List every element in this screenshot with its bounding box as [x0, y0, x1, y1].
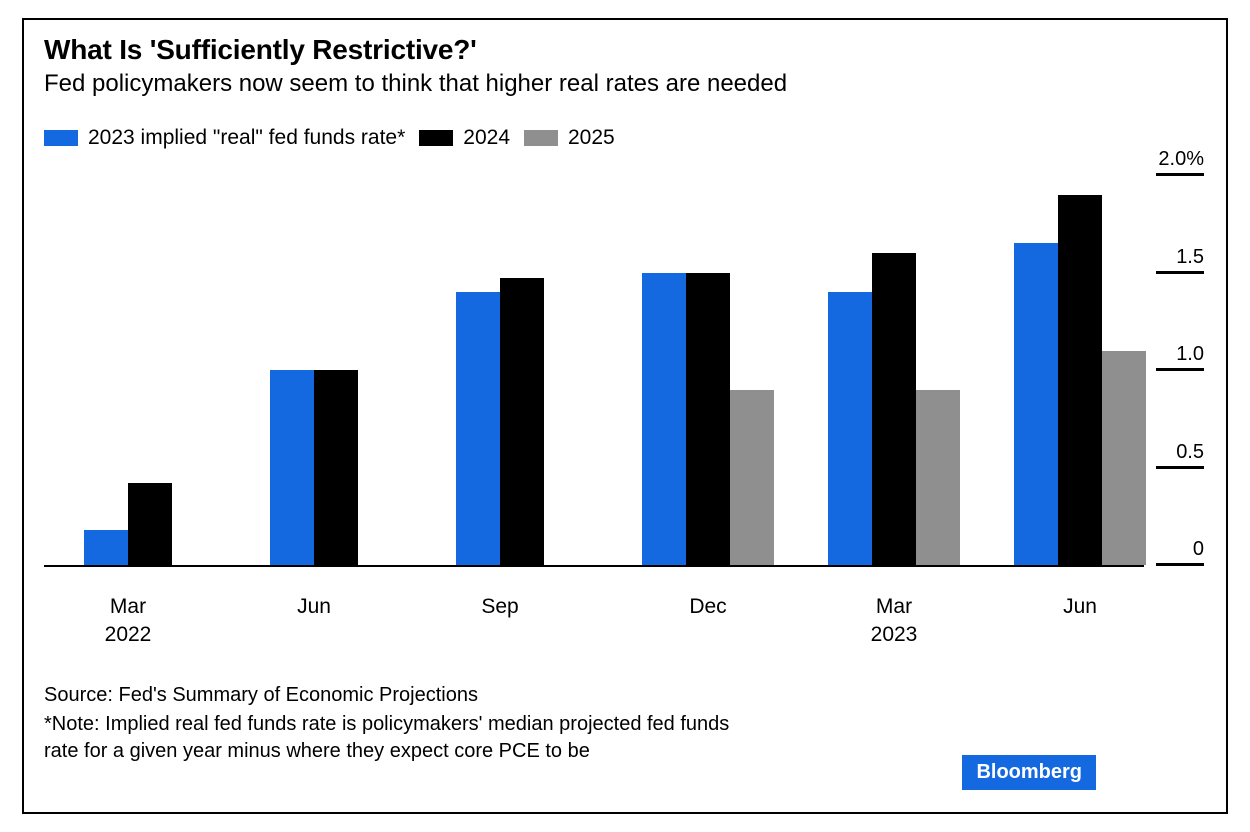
legend-swatch-2024	[419, 130, 453, 146]
bar-2023	[642, 273, 686, 566]
legend-label-2025: 2025	[568, 126, 615, 150]
bar-2024	[500, 278, 544, 565]
x-axis-label-month: Jun	[297, 593, 331, 621]
bar-2023	[1014, 243, 1058, 565]
y-tick: 0	[1156, 539, 1204, 566]
x-axis-label-month: Sep	[481, 593, 518, 621]
y-tick-label: 1.0	[1176, 344, 1204, 364]
bar-2024	[128, 483, 172, 565]
bar-2025	[1102, 351, 1146, 566]
x-axis-label: Mar2022	[105, 593, 152, 650]
chart-subtitle: Fed policymakers now seem to think that …	[44, 70, 787, 98]
x-axis-label-year: 2023	[871, 621, 918, 649]
x-axis-label: Mar2023	[871, 593, 918, 650]
bar-2023	[270, 370, 314, 565]
legend: 2023 implied "real" fed funds rate* 2024…	[44, 126, 615, 150]
x-axis-label-month: Mar	[871, 593, 918, 621]
bar-2024	[872, 253, 916, 565]
legend-swatch-2023	[44, 130, 78, 146]
bar-2023	[456, 292, 500, 565]
note-line: *Note: Implied real fed funds rate is po…	[44, 711, 744, 765]
legend-item-2025: 2025	[524, 126, 615, 150]
y-tick: 2.0%	[1156, 149, 1204, 176]
y-tick-label: 0.5	[1176, 442, 1204, 462]
x-axis-baseline	[44, 565, 1144, 567]
footer: Source: Fed's Summary of Economic Projec…	[44, 682, 744, 765]
legend-swatch-2025	[524, 130, 558, 146]
legend-label-2023: 2023 implied "real" fed funds rate*	[88, 126, 405, 150]
y-tick-mark	[1156, 563, 1204, 566]
x-axis-label-month: Mar	[105, 593, 152, 621]
y-tick-label: 2.0%	[1158, 149, 1204, 169]
y-tick-label: 1.5	[1176, 247, 1204, 267]
chart-frame: What Is 'Sufficiently Restrictive?' Fed …	[22, 18, 1228, 814]
legend-item-2024: 2024	[419, 126, 510, 150]
bar-2024	[314, 370, 358, 565]
x-axis-label: Dec	[689, 593, 726, 621]
legend-label-2024: 2024	[463, 126, 510, 150]
bar-2023	[84, 530, 128, 565]
bar-2025	[730, 390, 774, 566]
x-axis-label: Sep	[481, 593, 518, 621]
x-axis-label: Jun	[1063, 593, 1097, 621]
y-tick-mark	[1156, 368, 1204, 371]
x-axis-label: Jun	[297, 593, 331, 621]
y-tick-mark	[1156, 271, 1204, 274]
bar-2023	[828, 292, 872, 565]
y-tick-label: 0	[1193, 539, 1204, 559]
y-tick: 0.5	[1156, 442, 1204, 469]
x-axis-label-month: Jun	[1063, 593, 1097, 621]
y-axis: 2.0%1.51.00.50	[1144, 175, 1204, 565]
legend-item-2023: 2023 implied "real" fed funds rate*	[44, 126, 405, 150]
y-tick-mark	[1156, 173, 1204, 176]
bar-2024	[686, 273, 730, 566]
y-tick: 1.5	[1156, 247, 1204, 274]
bar-2024	[1058, 195, 1102, 566]
source-line: Source: Fed's Summary of Economic Projec…	[44, 682, 744, 709]
y-tick-mark	[1156, 466, 1204, 469]
x-axis-label-year: 2022	[105, 621, 152, 649]
bloomberg-logo: Bloomberg	[962, 755, 1096, 790]
x-axis-label-month: Dec	[689, 593, 726, 621]
y-tick: 1.0	[1156, 344, 1204, 371]
chart-title: What Is 'Sufficiently Restrictive?'	[44, 34, 477, 66]
plot-area	[44, 175, 1144, 565]
bar-2025	[916, 390, 960, 566]
x-axis-labels: Mar2022JunSepDecMar2023Jun	[44, 593, 1144, 653]
